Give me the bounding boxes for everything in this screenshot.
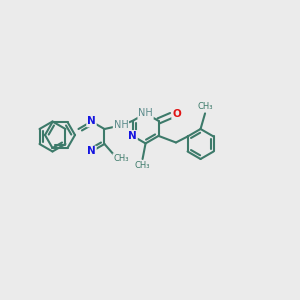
Text: N: N [128,131,137,141]
Text: CH₃: CH₃ [135,161,150,170]
Text: O: O [172,109,181,119]
Text: N: N [87,146,96,157]
Text: CH₃: CH₃ [113,154,129,163]
Text: N: N [87,116,96,127]
Text: NH: NH [114,120,128,130]
Text: CH₃: CH₃ [197,102,213,111]
Text: NH: NH [138,108,153,118]
